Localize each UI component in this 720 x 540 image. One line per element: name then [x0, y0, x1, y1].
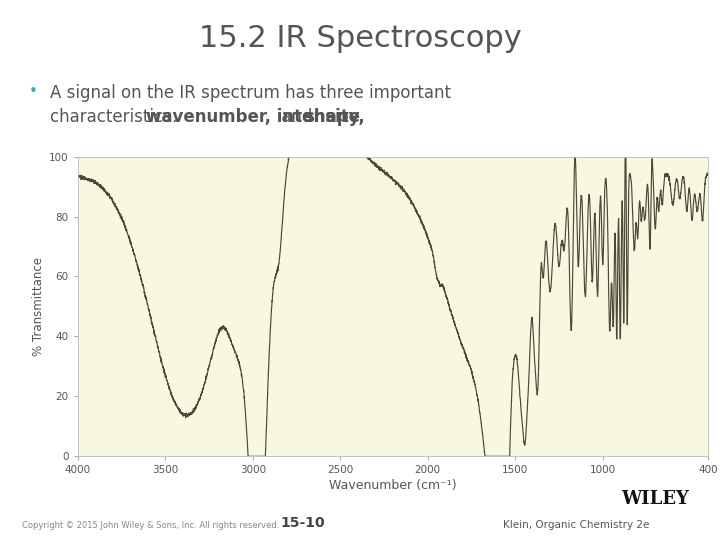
Text: •: •	[29, 84, 37, 99]
Text: WILEY: WILEY	[621, 490, 689, 508]
Text: Copyright © 2015 John Wiley & Sons, Inc. All rights reserved.: Copyright © 2015 John Wiley & Sons, Inc.…	[22, 521, 279, 530]
Y-axis label: % Transmittance: % Transmittance	[32, 257, 45, 356]
Text: 15-10: 15-10	[280, 516, 325, 530]
Text: wavenumber, intensity,: wavenumber, intensity,	[146, 108, 364, 126]
Text: and: and	[276, 108, 318, 126]
Text: shape: shape	[304, 108, 360, 126]
X-axis label: Wavenumber (cm⁻¹): Wavenumber (cm⁻¹)	[329, 480, 456, 492]
Text: characteristics:: characteristics:	[50, 108, 184, 126]
Text: Klein, Organic Chemistry 2e: Klein, Organic Chemistry 2e	[503, 520, 649, 530]
Text: A signal on the IR spectrum has three important: A signal on the IR spectrum has three im…	[50, 84, 451, 102]
Text: 15.2 IR Spectroscopy: 15.2 IR Spectroscopy	[199, 24, 521, 53]
